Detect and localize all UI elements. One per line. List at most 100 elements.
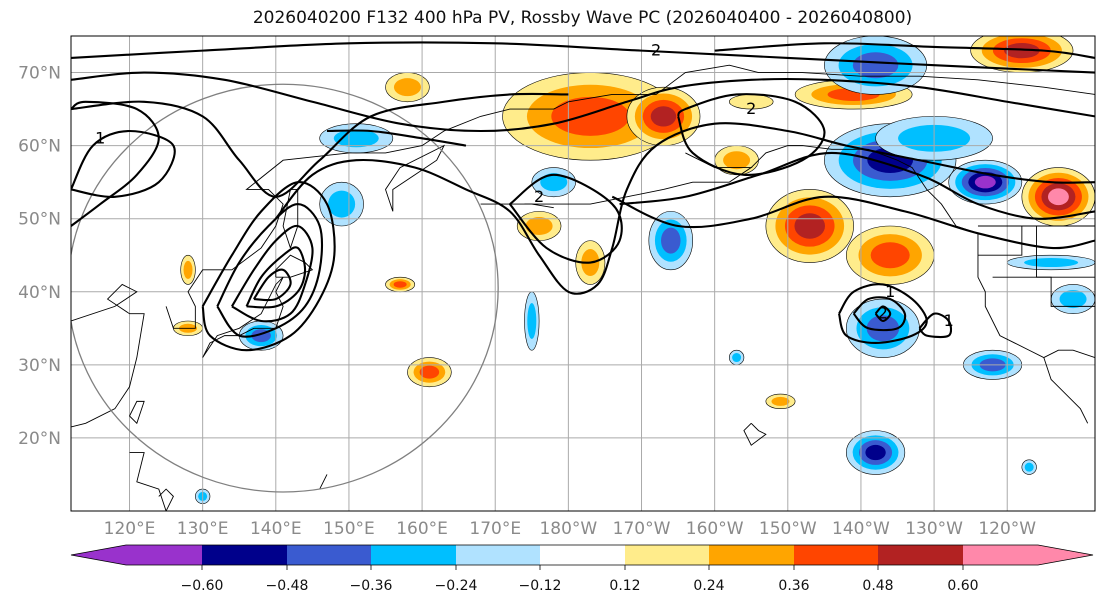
- coastline: [129, 400, 145, 425]
- colorbar-tick-label: 0.60: [947, 578, 978, 594]
- colorbar-tick-label: 0.12: [609, 578, 640, 594]
- longitude-tick-label: 180°W: [539, 519, 597, 539]
- coastline: [319, 474, 328, 490]
- longitude-tick-label: 140°W: [832, 519, 890, 539]
- negative-pv-anomaly: [524, 291, 540, 351]
- pv-contour: [71, 129, 176, 198]
- positive-pv-anomaly: [385, 72, 430, 103]
- pv-contour: [71, 71, 1095, 133]
- longitude-tick-label: 150°W: [759, 519, 817, 539]
- coastline: [158, 488, 174, 511]
- contour-label: 2: [878, 304, 888, 323]
- longitude-tick-label: 160°E: [396, 519, 448, 539]
- pv-contour: [245, 246, 307, 309]
- negative-pv-anomaly: [1006, 254, 1095, 271]
- coastline: [202, 276, 284, 358]
- map-title: 2026040200 F132 400 hPa PV, Rossby Wave …: [252, 8, 913, 28]
- positive-pv-anomaly: [765, 189, 854, 263]
- pv-contour: [918, 312, 953, 339]
- contour-label: 2: [651, 41, 661, 60]
- coastline: [992, 276, 1095, 307]
- colorbar-segment: [963, 545, 1093, 565]
- latitude-tick-label: 70°N: [18, 64, 61, 84]
- negative-pv-anomaly: [1021, 459, 1037, 475]
- colorbar-tick-label: −0.48: [266, 578, 309, 594]
- distance-circle: [71, 83, 499, 493]
- colorbar-outline: [70, 544, 1094, 566]
- longitude-tick-label: 150°E: [323, 519, 375, 539]
- negative-pv-anomaly: [648, 211, 694, 271]
- colorbar-tick-label: 0.24: [693, 578, 724, 594]
- pv-contour: [611, 195, 1095, 250]
- positive-pv-anomaly: [180, 254, 196, 285]
- pv-contour: [71, 41, 1095, 74]
- contour-label: 2: [534, 187, 544, 206]
- colorbar: −0.60 −0.48 −0.36 −0.24 −0.12 0.12 0.24 0.36 0.4…: [70, 544, 1094, 594]
- longitude-tick-label: 120°E: [104, 519, 156, 539]
- latitude-tick-label: 60°N: [18, 137, 61, 157]
- pv-contour: [201, 181, 336, 352]
- colorbar-tick-label: −0.12: [519, 578, 562, 594]
- colorbar-tick-label: −0.24: [435, 578, 478, 594]
- pv-contour: [71, 100, 160, 227]
- longitude-tick-label: 130°E: [177, 519, 229, 539]
- colorbar-tick-label: 0.36: [778, 578, 809, 594]
- coastline: [750, 145, 1089, 424]
- pv-contour: [852, 296, 907, 332]
- colorbar-tick-label: −0.60: [181, 578, 224, 594]
- pv-contour: [252, 268, 292, 302]
- negative-pv-anomaly: [1050, 284, 1095, 314]
- negative-pv-anomaly: [728, 349, 745, 366]
- colorbar-segment: [625, 545, 709, 565]
- radius-circle: [71, 83, 499, 493]
- positive-pv-anomaly: [516, 211, 562, 241]
- pv-contour: [326, 129, 467, 147]
- latitude-labels: 20°N 30°N 40°N 50°N 60°N 70°N: [18, 64, 61, 449]
- pv-contour: [274, 122, 1095, 295]
- negative-pv-anomaly: [531, 167, 576, 198]
- coastline: [71, 283, 145, 428]
- colorbar-segment: [71, 545, 202, 565]
- latitude-tick-label: 20°N: [18, 429, 61, 449]
- positive-pv-anomaly: [626, 86, 701, 146]
- colorbar-segment: [202, 545, 287, 565]
- contour-label: 1: [885, 282, 895, 301]
- pv-contour: [509, 173, 623, 264]
- colorbar-segment: [709, 545, 794, 565]
- coastline: [524, 152, 753, 205]
- colorbar-segment: [287, 545, 371, 565]
- pv-contour: [216, 203, 324, 338]
- longitude-tick-label: 130°W: [905, 519, 963, 539]
- positive-pv-anomaly: [765, 393, 796, 409]
- contour-label: 2: [746, 99, 756, 118]
- colorbar-tick-label: −0.36: [350, 578, 393, 594]
- coastline: [385, 144, 446, 212]
- contour-label: 1: [944, 311, 954, 330]
- coastline: [282, 189, 299, 249]
- positive-pv-anomaly: [407, 357, 452, 388]
- latitude-tick-label: 40°N: [18, 283, 61, 303]
- pv-contour: [71, 92, 569, 198]
- colorbar-segment: [371, 545, 456, 565]
- longitude-tick-label: 160°W: [686, 519, 744, 539]
- latitude-tick-label: 30°N: [18, 356, 61, 376]
- colorbar-tick-label: 0.48: [862, 578, 893, 594]
- longitude-tick-label: 170°E: [469, 519, 521, 539]
- positive-pv-anomaly: [846, 225, 935, 285]
- pv-contour: [874, 305, 892, 323]
- coastline: [977, 226, 1023, 256]
- colorbar-segment: [878, 545, 963, 565]
- longitude-tick-label: 140°E: [250, 519, 302, 539]
- longitude-tick-label: 120°W: [978, 519, 1036, 539]
- coastline: [165, 64, 1095, 329]
- map-frame: [70, 35, 1096, 512]
- positive-pv-anomaly: [385, 276, 416, 293]
- pv-contour: [619, 151, 1095, 220]
- colorbar-segment: [794, 545, 878, 565]
- coastline-layer: [71, 64, 1095, 511]
- pv-contour-layer: 2 2 2 1 1 2 1: [71, 41, 1095, 352]
- colorbar-segment: [540, 545, 625, 565]
- contour-label: 1: [95, 128, 105, 147]
- coastline: [1043, 349, 1095, 358]
